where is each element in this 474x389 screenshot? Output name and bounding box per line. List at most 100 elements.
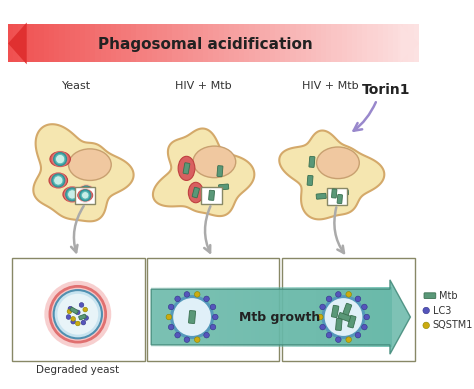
Bar: [24, 25, 28, 63]
Bar: [75, 25, 80, 63]
Ellipse shape: [69, 149, 111, 180]
Bar: [211, 287, 215, 347]
Bar: [183, 287, 187, 347]
FancyBboxPatch shape: [316, 193, 326, 199]
Circle shape: [194, 337, 200, 342]
FancyBboxPatch shape: [338, 189, 348, 196]
Bar: [234, 25, 239, 63]
Ellipse shape: [49, 173, 68, 188]
Bar: [224, 25, 229, 63]
Bar: [244, 287, 247, 347]
Bar: [198, 25, 203, 63]
Bar: [331, 25, 337, 63]
Bar: [247, 287, 251, 347]
Bar: [34, 25, 39, 63]
Bar: [292, 287, 296, 347]
Circle shape: [52, 151, 69, 167]
Circle shape: [78, 184, 94, 201]
Bar: [207, 287, 211, 347]
Bar: [80, 25, 85, 63]
Circle shape: [336, 337, 341, 342]
Bar: [182, 25, 188, 63]
Circle shape: [355, 296, 361, 301]
Bar: [414, 25, 419, 63]
Bar: [121, 25, 126, 63]
Bar: [49, 25, 55, 63]
Bar: [344, 287, 348, 347]
Polygon shape: [33, 124, 134, 221]
Bar: [251, 287, 255, 347]
FancyBboxPatch shape: [183, 163, 190, 174]
Bar: [157, 25, 162, 63]
Bar: [308, 287, 311, 347]
Bar: [85, 25, 90, 63]
FancyBboxPatch shape: [70, 307, 78, 314]
Circle shape: [175, 296, 181, 301]
Circle shape: [64, 186, 81, 203]
Bar: [352, 25, 357, 63]
Bar: [376, 287, 380, 347]
Bar: [283, 287, 288, 347]
Bar: [303, 287, 308, 347]
Bar: [167, 25, 173, 63]
Bar: [291, 25, 296, 63]
Circle shape: [79, 303, 84, 307]
Circle shape: [54, 176, 63, 185]
Bar: [90, 25, 95, 63]
Bar: [296, 25, 301, 63]
Circle shape: [45, 281, 111, 348]
Bar: [231, 287, 236, 347]
Bar: [301, 25, 306, 63]
FancyBboxPatch shape: [192, 187, 200, 198]
FancyBboxPatch shape: [424, 293, 436, 298]
Bar: [162, 25, 167, 63]
Circle shape: [184, 292, 190, 297]
Bar: [403, 25, 409, 63]
FancyBboxPatch shape: [337, 194, 343, 203]
Bar: [95, 25, 100, 63]
Bar: [398, 25, 403, 63]
Bar: [324, 287, 328, 347]
Bar: [332, 287, 336, 347]
Bar: [364, 287, 368, 347]
Text: Mtb growth: Mtb growth: [239, 310, 320, 324]
Circle shape: [320, 304, 325, 310]
Circle shape: [168, 324, 174, 330]
Bar: [59, 25, 64, 63]
Circle shape: [326, 296, 332, 301]
Circle shape: [82, 188, 91, 197]
FancyBboxPatch shape: [217, 166, 223, 177]
FancyBboxPatch shape: [219, 184, 229, 190]
Bar: [137, 25, 142, 63]
Bar: [265, 25, 270, 63]
FancyBboxPatch shape: [336, 319, 342, 331]
Bar: [179, 287, 183, 347]
Bar: [280, 287, 283, 347]
Bar: [280, 25, 285, 63]
Bar: [267, 287, 272, 347]
Bar: [106, 25, 111, 63]
Circle shape: [50, 286, 106, 342]
Bar: [228, 287, 231, 347]
Bar: [201, 187, 222, 204]
Bar: [368, 287, 372, 347]
Bar: [342, 25, 347, 63]
Bar: [193, 25, 198, 63]
Bar: [131, 25, 137, 63]
Bar: [282, 259, 415, 361]
Bar: [163, 287, 167, 347]
Circle shape: [210, 324, 216, 330]
Bar: [270, 25, 275, 63]
Circle shape: [75, 310, 80, 315]
Circle shape: [210, 304, 216, 310]
Bar: [272, 287, 275, 347]
FancyBboxPatch shape: [331, 189, 337, 198]
Text: Degraded yeast: Degraded yeast: [36, 365, 119, 375]
Bar: [372, 287, 376, 347]
Text: Yeast: Yeast: [62, 81, 91, 91]
Text: HIV + Mtb: HIV + Mtb: [302, 81, 359, 91]
Ellipse shape: [63, 187, 82, 202]
Bar: [409, 25, 414, 63]
Circle shape: [320, 324, 325, 330]
Bar: [219, 25, 224, 63]
